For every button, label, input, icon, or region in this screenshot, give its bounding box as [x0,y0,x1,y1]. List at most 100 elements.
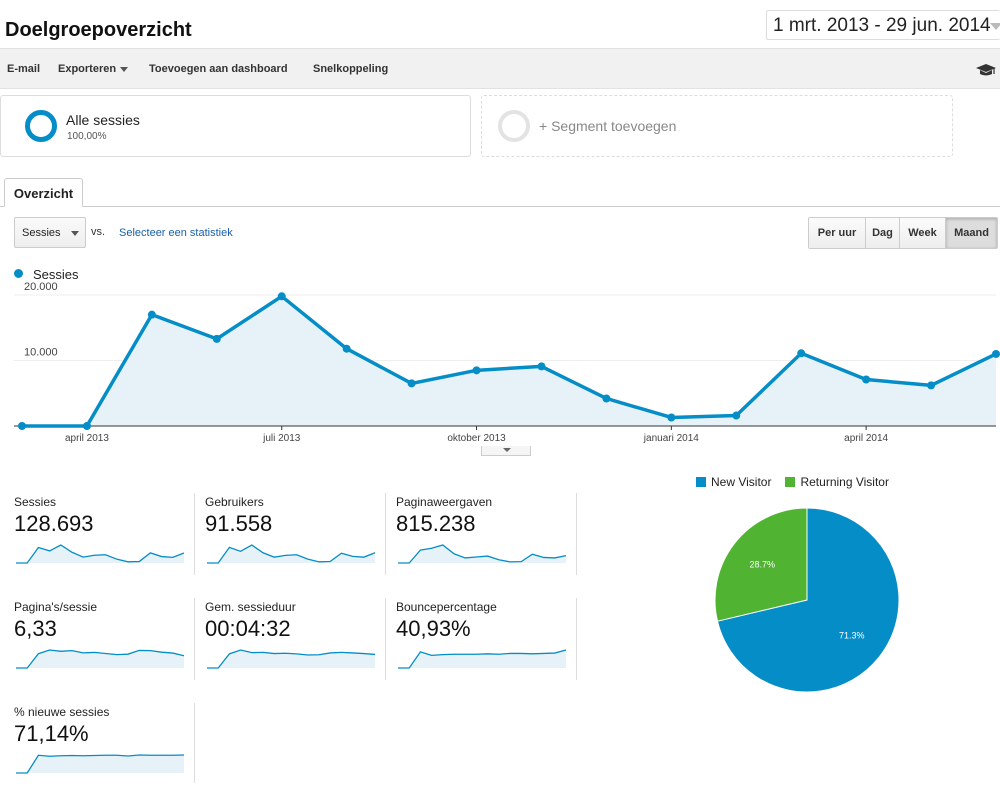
graduation-cap-icon[interactable] [976,63,996,77]
segment-label: Alle sessies [66,112,140,128]
data-point[interactable] [82,422,91,430]
data-point[interactable] [147,310,156,319]
tab-overview[interactable]: Overzicht [4,178,83,207]
email-button[interactable]: E-mail [7,63,41,75]
data-point[interactable] [732,411,741,420]
metric-label: Bouncepercentage [396,600,497,614]
data-point[interactable] [667,413,676,422]
data-point[interactable] [212,334,221,343]
metric-sparkline [207,649,376,669]
metric-users[interactable]: Gebruikers 91.558 [205,495,385,585]
visitor-type-pie-chart: 71.3% 28.7% [714,507,900,693]
sessions-line-chart: 10.000 20.000 april 2013 juli 2013 oktober 2… [14,281,1000,444]
export-button[interactable]: Exporteren [58,63,129,75]
period-month-button[interactable]: Maand [946,218,997,248]
tab-divider [0,206,1000,207]
sparkline-line [16,649,185,669]
series-area [22,296,996,426]
metric-sparkline [16,754,185,774]
data-point[interactable] [407,379,416,388]
pie-legend-item[interactable]: New Visitor [696,475,771,489]
data-point[interactable] [797,349,806,358]
metric-value: 128.693 [14,511,94,536]
sparkline-area [398,650,566,668]
segment-percentage: 100,00% [67,131,107,142]
pie-legend-label: Returning Visitor [800,475,889,489]
x-tick-label: juli 2013 [262,433,301,444]
metric-sparkline [207,544,376,564]
empty-segment-ring-icon [498,110,530,142]
metric-divider [576,493,577,575]
sparkline-line [207,544,376,564]
metric-new-sessions-pct[interactable]: % nieuwe sessies 71,14% [14,705,194,795]
data-point[interactable] [927,381,936,390]
data-point[interactable] [862,375,871,384]
pie-legend: New Visitor Returning Visitor [696,475,889,489]
data-point[interactable] [472,366,481,375]
select-statistic-link[interactable]: Selecteer een statistiek [119,227,233,239]
chevron-down-icon [120,66,129,72]
x-tick-label: oktober 2013 [447,433,506,444]
metric-sparkline [16,649,185,669]
add-to-dashboard-button[interactable]: Toevoegen aan dashboard [149,63,288,75]
metric-sparkline [398,544,567,564]
sparkline-line [207,649,376,669]
pie-slice[interactable] [716,507,900,693]
chevron-down-icon [71,231,79,236]
date-range-picker[interactable]: 1 mrt. 2013 - 29 jun. 2014 [766,10,1000,40]
period-week-button[interactable]: Week [900,218,946,248]
data-point[interactable] [342,344,351,353]
metric-label: % nieuwe sessies [14,705,110,719]
data-point[interactable] [18,422,26,430]
metric-divider [194,703,195,783]
pie-slice[interactable] [714,507,808,622]
metric-label: Gem. sessieduur [205,600,296,614]
metric-bounce-rate[interactable]: Bouncepercentage 40,93% [396,600,576,690]
sparkline-area [207,545,375,563]
legend-swatch [14,269,23,278]
sparkline-line [16,544,185,564]
segment-all-sessions[interactable]: Alle sessies 100,00% [0,95,471,157]
chart-resize-handle[interactable] [481,446,531,456]
sparkline-area [16,650,184,668]
metric-value: 00:04:32 [205,616,291,641]
period-toggle: Per uur Dag Week Maand [808,217,998,249]
metric-sparkline [398,649,567,669]
data-point[interactable] [537,362,546,371]
metric-divider [576,598,577,680]
metric-value: 91.558 [205,511,273,536]
metric-label: Pagina's/sessie [14,600,98,614]
legend-label: Sessies [33,267,79,282]
metric-value: 71,14% [14,721,89,746]
page-title: Doelgroepoverzicht [5,19,192,41]
metric-select-value: Sessies [22,227,61,239]
data-point[interactable] [602,394,611,403]
metric-select[interactable]: Sessies [14,217,86,248]
sparkline-line [16,754,185,774]
metric-pageviews[interactable]: Paginaweergaven 815.238 [396,495,576,585]
x-tick-label: april 2014 [844,433,888,444]
segment-ring-icon [25,110,57,142]
date-range-text: 1 mrt. 2013 - 29 jun. 2014 [773,15,991,36]
data-point[interactable] [992,349,1000,358]
metric-sessions[interactable]: Sessies 128.693 [14,495,194,585]
sparkline-line [398,649,567,669]
sparkline-area [16,545,184,563]
add-segment-button[interactable]: + Segment toevoegen [481,95,953,157]
metric-label: Gebruikers [205,495,264,509]
data-point[interactable] [277,292,286,301]
metric-value: 6,33 [14,616,57,641]
shortcut-button[interactable]: Snelkoppeling [313,63,389,75]
add-segment-label: + Segment toevoegen [539,118,677,134]
metric-sparkline [16,544,185,564]
metric-label: Paginaweergaven [396,495,493,509]
metric-pages-per-session[interactable]: Pagina's/sessie 6,33 [14,600,194,690]
metric-divider [385,598,386,680]
y-tick-label: 10.000 [24,347,58,359]
x-tick-label: april 2013 [65,433,109,444]
period-day-button[interactable]: Dag [866,218,900,248]
pie-slice-label: 71.3% [839,630,865,640]
metric-avg-session-duration[interactable]: Gem. sessieduur 00:04:32 [205,600,385,690]
period-hourly-button[interactable]: Per uur [809,218,866,248]
pie-legend-item[interactable]: Returning Visitor [785,475,889,489]
